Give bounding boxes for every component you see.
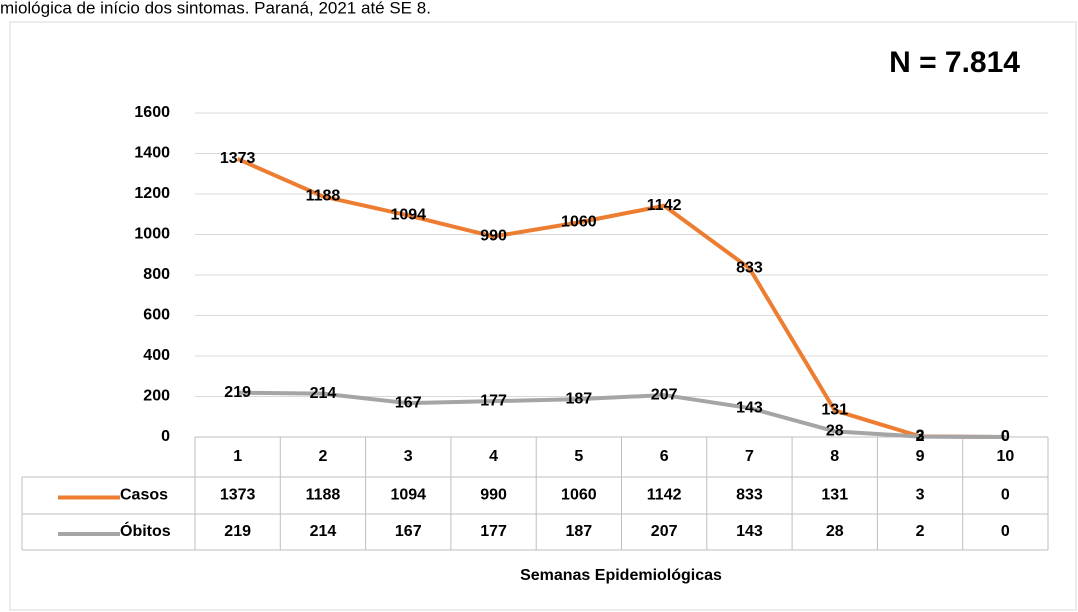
y-tick-label: 400 bbox=[143, 347, 170, 364]
x-tick-label: 7 bbox=[745, 448, 754, 465]
data-label: 143 bbox=[736, 399, 763, 416]
data-label: 0 bbox=[1001, 428, 1010, 445]
table-cell: 1060 bbox=[561, 487, 597, 504]
table-cell: 187 bbox=[565, 523, 592, 540]
table-cell: 0 bbox=[1001, 487, 1010, 504]
table-cell: 177 bbox=[480, 523, 507, 540]
x-tick-label: 1 bbox=[233, 448, 242, 465]
data-label: 3 bbox=[916, 428, 925, 445]
table-cell: 833 bbox=[736, 487, 763, 504]
table-cell: 143 bbox=[736, 523, 763, 540]
data-label: 131 bbox=[821, 402, 848, 419]
table-cell: 2 bbox=[916, 523, 925, 540]
data-label: 28 bbox=[826, 423, 844, 440]
table-cell: 990 bbox=[480, 487, 507, 504]
x-tick-label: 9 bbox=[916, 448, 925, 465]
y-tick-label: 800 bbox=[143, 266, 170, 283]
data-label: 1094 bbox=[390, 207, 426, 224]
data-label: 2 bbox=[916, 428, 925, 445]
x-tick-label: 6 bbox=[660, 448, 669, 465]
data-label: 1142 bbox=[647, 197, 682, 214]
table-cell: 219 bbox=[224, 523, 251, 540]
data-label: 187 bbox=[565, 390, 592, 407]
table-cell: 1373 bbox=[220, 487, 256, 504]
data-label: 990 bbox=[480, 228, 507, 245]
data-label: 1188 bbox=[306, 188, 341, 205]
data-label: 1373 bbox=[220, 150, 256, 167]
table-cell: 1142 bbox=[647, 487, 682, 504]
series-line bbox=[236, 157, 1006, 439]
table-cell: 28 bbox=[826, 523, 844, 540]
table-cell: 3 bbox=[916, 487, 925, 504]
annotation: N = 7.814 bbox=[889, 46, 1020, 79]
y-tick-label: 1600 bbox=[134, 104, 170, 121]
table-cell: 167 bbox=[395, 523, 422, 540]
y-tick-label: 1400 bbox=[134, 145, 170, 162]
series-line bbox=[237, 390, 1006, 439]
x-tick-label: 5 bbox=[574, 448, 583, 465]
data-label: 177 bbox=[480, 392, 507, 409]
y-tick-label: 1000 bbox=[134, 226, 170, 243]
chart-title: miológica de início dos sintomas. Paraná… bbox=[0, 0, 431, 17]
data-label: 833 bbox=[736, 260, 763, 277]
table-cell: 1094 bbox=[390, 487, 426, 504]
y-tick-label: 200 bbox=[143, 388, 170, 405]
x-tick-label: 3 bbox=[404, 448, 413, 465]
x-axis-label: Semanas Epidemiológicas bbox=[520, 567, 722, 584]
table-cell: 1188 bbox=[306, 487, 341, 504]
data-label: 219 bbox=[224, 384, 251, 401]
x-tick-label: 8 bbox=[830, 448, 839, 465]
x-tick-label: 10 bbox=[996, 448, 1014, 465]
table-cell: 207 bbox=[651, 523, 678, 540]
legend-label: Casos bbox=[120, 487, 168, 504]
table-cell: 214 bbox=[310, 523, 337, 540]
data-label: 1060 bbox=[561, 214, 597, 231]
y-tick-label: 1200 bbox=[134, 185, 170, 202]
x-tick-label: 2 bbox=[318, 448, 327, 465]
data-label: 0 bbox=[1001, 428, 1010, 445]
y-tick-label: 0 bbox=[161, 428, 170, 445]
x-tick-label: 4 bbox=[489, 448, 498, 465]
table-cell: 0 bbox=[1001, 523, 1010, 540]
data-label: 167 bbox=[395, 394, 422, 411]
legend-label: Óbitos bbox=[120, 521, 171, 540]
data-label: 207 bbox=[651, 386, 678, 403]
data-label: 214 bbox=[310, 385, 337, 402]
table-cell: 131 bbox=[821, 487, 848, 504]
y-tick-label: 600 bbox=[143, 307, 170, 324]
